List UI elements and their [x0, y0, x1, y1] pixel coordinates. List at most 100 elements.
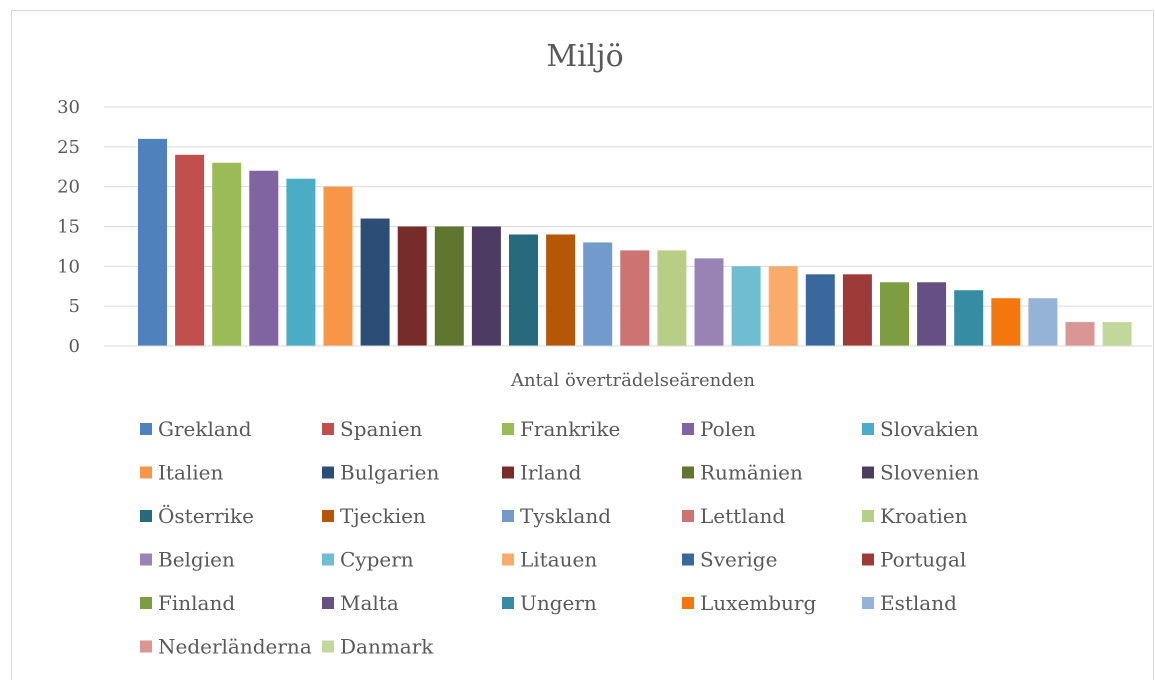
y-tick-label: 30 — [57, 97, 80, 118]
bar-25 — [1028, 298, 1058, 346]
legend-label: Lettland — [700, 504, 785, 528]
legend-swatch — [862, 466, 874, 479]
legend-item: Belgien — [140, 548, 235, 572]
x-axis-label: Antal överträdelseärenden — [510, 370, 755, 391]
legend-item: Kroatien — [862, 504, 968, 528]
legend-item: Ungern — [502, 591, 597, 615]
legend-label: Grekland — [158, 417, 252, 441]
legend-item: Irland — [502, 461, 582, 485]
legend-item: Nederländerna — [140, 635, 312, 659]
legend-swatch — [682, 466, 694, 479]
legend-swatch — [140, 466, 152, 479]
bar-10 — [471, 226, 501, 346]
legend-swatch — [682, 510, 694, 522]
bar-15 — [657, 250, 687, 346]
legend-item: Portugal — [862, 548, 966, 572]
bar-6 — [323, 186, 353, 346]
legend-label: Kroatien — [880, 504, 968, 528]
bar-27 — [1102, 322, 1132, 346]
legend-label: Estland — [880, 591, 957, 615]
bar-23 — [954, 290, 984, 346]
bar-21 — [880, 282, 909, 346]
legend-item: Slovakien — [862, 417, 979, 441]
legend-swatch — [862, 553, 874, 566]
legend-label: Österrike — [158, 503, 254, 528]
legend-label: Litauen — [520, 548, 597, 572]
bar-14 — [620, 250, 650, 346]
legend: Grekland Spanien Frankrike Polen Slovakien It… — [140, 417, 979, 659]
legend-swatch — [322, 640, 334, 653]
legend-swatch — [862, 510, 874, 522]
legend-item: Tyskland — [502, 504, 611, 528]
legend-swatch — [322, 423, 334, 435]
bar-11 — [509, 234, 538, 346]
legend-label: Danmark — [340, 635, 434, 659]
legend-swatch — [322, 597, 334, 609]
legend-swatch — [682, 553, 694, 566]
legend-label: Luxemburg — [700, 591, 816, 615]
legend-swatch — [502, 423, 514, 435]
y-tick-label: 10 — [57, 256, 80, 277]
bar-24 — [991, 298, 1021, 346]
bar-16 — [694, 258, 724, 346]
legend-item: Bulgarien — [322, 461, 439, 485]
bar-1 — [138, 138, 167, 346]
bar-8 — [397, 226, 427, 346]
bar-26 — [1065, 322, 1095, 346]
legend-label: Nederländerna — [158, 635, 312, 659]
legend-label: Polen — [700, 417, 756, 441]
legend-swatch — [862, 597, 874, 609]
legend-swatch — [502, 510, 514, 522]
legend-swatch — [140, 510, 152, 522]
bar-5 — [286, 178, 316, 346]
bar-3 — [212, 162, 242, 346]
legend-label: Malta — [340, 591, 399, 615]
legend-label: Frankrike — [520, 417, 620, 441]
legend-label: Bulgarien — [340, 461, 439, 485]
legend-item: Estland — [862, 591, 957, 615]
legend-item: Frankrike — [502, 417, 620, 441]
bar-7 — [360, 218, 390, 346]
legend-item: Tjeckien — [322, 504, 426, 528]
legend-swatch — [502, 597, 514, 609]
bars — [138, 138, 1132, 346]
legend-label: Rumänien — [700, 461, 803, 485]
y-tick-label: 20 — [57, 177, 80, 198]
y-axis-ticks: 0 5 10 15 20 25 30 — [57, 97, 80, 357]
legend-item: Luxemburg — [682, 591, 816, 615]
legend-swatch — [682, 597, 694, 609]
y-tick-label: 0 — [69, 336, 80, 357]
legend-item: Sverige — [682, 548, 777, 572]
legend-label: Portugal — [880, 548, 966, 572]
legend-item: Lettland — [682, 504, 785, 528]
legend-label: Spanien — [340, 417, 423, 441]
legend-label: Slovenien — [880, 461, 979, 485]
bar-19 — [805, 274, 835, 346]
legend-item: Rumänien — [682, 461, 803, 485]
legend-label: Irland — [520, 461, 582, 485]
legend-item: Finland — [140, 591, 235, 615]
bar-13 — [583, 242, 613, 346]
legend-swatch — [502, 466, 514, 479]
legend-swatch — [682, 423, 694, 435]
legend-item: Polen — [682, 417, 756, 441]
bar-9 — [434, 226, 464, 346]
legend-item: Malta — [322, 591, 399, 615]
legend-item: Grekland — [140, 417, 252, 441]
legend-item: Slovenien — [862, 461, 979, 485]
chart-title: Miljö — [546, 39, 623, 74]
legend-swatch — [862, 423, 874, 435]
y-tick-label: 25 — [57, 137, 80, 158]
legend-label: Tjeckien — [340, 504, 426, 528]
legend-label: Belgien — [158, 548, 235, 572]
legend-label: Sverige — [700, 548, 777, 572]
legend-label: Ungern — [520, 591, 597, 615]
legend-label: Tyskland — [520, 504, 611, 528]
legend-item: Italien — [140, 461, 223, 485]
legend-swatch — [502, 553, 514, 566]
legend-item: Österrike — [140, 503, 254, 528]
bar-17 — [731, 266, 761, 346]
legend-item: Spanien — [322, 417, 423, 441]
legend-label: Slovakien — [880, 417, 979, 441]
